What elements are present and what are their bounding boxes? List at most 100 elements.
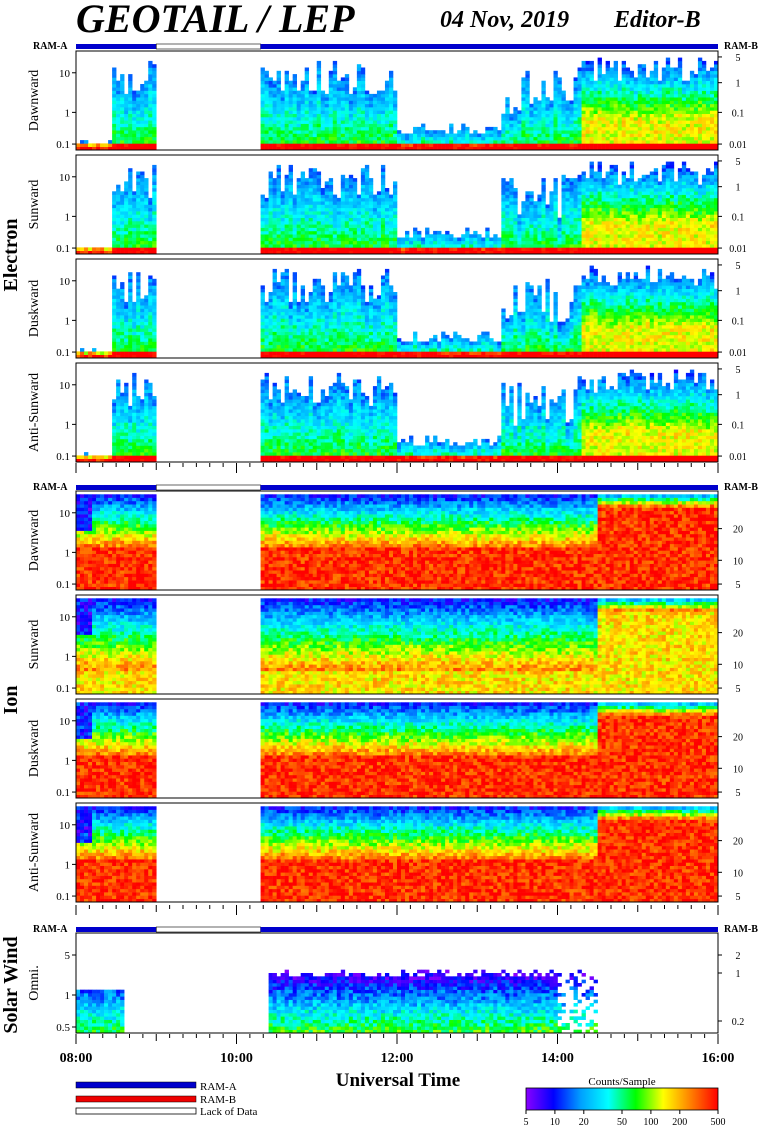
heat-cell <box>376 207 382 212</box>
heat-cell <box>665 250 671 255</box>
heat-cell <box>397 133 402 138</box>
heat-cell <box>388 70 394 75</box>
heat-cell <box>697 221 703 225</box>
heat-cell <box>340 244 346 248</box>
heat-cell <box>585 146 590 151</box>
heat-cell <box>649 237 655 242</box>
heat-cell <box>152 214 157 218</box>
heat-cell <box>152 227 157 232</box>
heat-cell <box>601 123 606 128</box>
heat-cell <box>585 107 590 111</box>
heat-cell <box>144 146 149 151</box>
heat-cell <box>308 211 314 215</box>
heat-cell <box>681 174 687 179</box>
heat-cell <box>304 67 310 72</box>
heat-cell <box>709 117 715 121</box>
heat-cell <box>356 250 362 255</box>
heat-cell <box>597 171 602 176</box>
heat-cell <box>116 348 121 352</box>
heat-cell <box>356 146 362 151</box>
heat-cell <box>697 90 703 95</box>
heat-cell <box>132 334 137 339</box>
right-tick-label: 5 <box>736 53 741 64</box>
heat-cell <box>621 234 627 238</box>
heat-cell <box>280 244 285 248</box>
heat-cell <box>148 237 153 242</box>
heat-cell <box>621 191 627 195</box>
heat-cell <box>128 113 133 118</box>
heat-cell <box>613 184 618 189</box>
heat-cell <box>360 93 366 98</box>
heat-cell <box>585 126 590 131</box>
heat-cell <box>677 201 683 205</box>
heat-cell <box>649 130 655 134</box>
heat-cell <box>653 201 659 205</box>
heat-cell <box>533 130 538 134</box>
heat-cell <box>613 240 618 245</box>
heat-cell <box>513 146 518 151</box>
heat-cell <box>280 240 285 245</box>
heat-cell <box>621 211 627 215</box>
heat-cell <box>621 70 627 75</box>
heat-cell <box>681 204 687 209</box>
heat-cell <box>513 197 518 202</box>
heat-cell <box>120 117 125 121</box>
heat-cell <box>617 126 622 131</box>
heat-cell <box>372 224 378 228</box>
heat-cell <box>701 126 707 131</box>
heat-cell <box>364 204 370 209</box>
heat-cell <box>264 204 269 209</box>
heat-cell <box>328 110 334 114</box>
heat-cell <box>609 70 614 75</box>
heat-cell <box>661 136 667 141</box>
heat-cell <box>124 100 129 105</box>
heat-cell <box>637 143 643 147</box>
heat-cell <box>557 80 562 85</box>
heat-cell <box>577 103 582 108</box>
heat-cell <box>457 250 462 255</box>
heat-cell <box>633 84 639 88</box>
heat-cell <box>633 250 639 255</box>
heat-cell <box>645 237 651 242</box>
heat-cell <box>709 140 715 144</box>
heat-cell <box>384 84 390 88</box>
heat-cell <box>501 227 506 232</box>
heat-cell <box>661 133 667 138</box>
heat-cell <box>613 174 618 179</box>
heat-cell <box>268 123 273 128</box>
heat-cell <box>312 230 318 235</box>
heat-cell <box>124 113 129 118</box>
heat-cell <box>589 93 594 98</box>
heat-cell <box>645 133 651 138</box>
heat-cell <box>272 244 277 248</box>
heat-cell <box>517 247 522 251</box>
heat-cell <box>677 247 683 251</box>
heat-cell <box>701 234 707 238</box>
heat-cell <box>288 140 293 144</box>
heat-cell <box>308 140 314 144</box>
heat-cell <box>268 244 273 248</box>
heat-cell <box>284 178 289 182</box>
heat-cell <box>621 250 627 255</box>
heat-cell <box>669 146 675 151</box>
heat-cell <box>344 87 350 91</box>
heat-cell <box>593 191 598 195</box>
heat-cell <box>637 77 643 81</box>
heat-cell <box>336 217 342 222</box>
heat-cell <box>360 191 366 195</box>
heat-cell <box>292 113 297 118</box>
heat-cell <box>653 207 659 212</box>
heat-cell <box>549 126 554 131</box>
heat-cell <box>120 204 125 209</box>
heat-cell <box>689 143 695 147</box>
heat-cell <box>501 194 506 199</box>
heat-cell <box>352 146 358 151</box>
heat-cell <box>364 103 370 108</box>
heat-cell <box>405 247 410 251</box>
heat-cell <box>501 113 506 118</box>
heat-cell <box>601 84 606 88</box>
heat-cell <box>681 201 687 205</box>
heat-cell <box>621 174 627 179</box>
heat-cell <box>657 217 663 222</box>
heat-cell <box>112 328 117 332</box>
